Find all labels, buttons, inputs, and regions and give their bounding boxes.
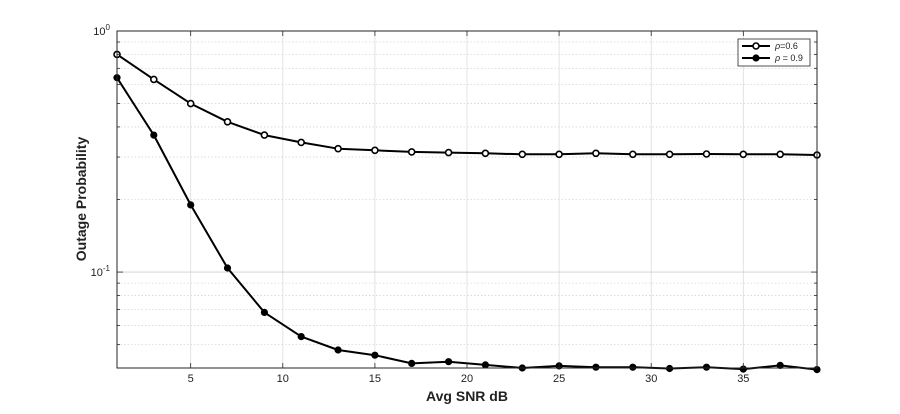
series-line-0 — [116, 53, 818, 156]
legend-label-rho-0-6: ρ=0.6 — [774, 41, 798, 51]
x-tick-label-30: 30 — [645, 373, 657, 385]
x-tick-label-20: 20 — [461, 373, 473, 385]
series-0-point-15 — [665, 150, 674, 159]
y-tick-label-1: 10-1 — [91, 264, 111, 279]
series-1-point-5 — [297, 333, 305, 341]
series-0-point-16 — [702, 150, 711, 158]
x-tick-label-15: 15 — [369, 373, 381, 385]
y-tick-label-0: 100 — [93, 23, 110, 38]
y-tick-exponent-0: 0 — [106, 23, 111, 32]
series-0-point-4 — [260, 131, 269, 139]
series-1-point-4 — [260, 308, 268, 316]
series-0-point-2 — [186, 99, 195, 108]
series-0-point-1 — [150, 75, 158, 84]
legend-value-rho-0-6: =0.6 — [780, 41, 798, 51]
y-tick-exponent-1: -1 — [103, 264, 111, 273]
series-1-point-16 — [702, 363, 711, 371]
series-1-point-7 — [371, 351, 379, 359]
legend-symbol-rho-0-6: ρ — [774, 41, 780, 51]
legend-label-rho-0-9: ρ = 0.9 — [774, 53, 803, 63]
legend-marker-rho-0-9 — [752, 54, 760, 62]
series-1-point-10 — [481, 361, 489, 369]
series-0-point-6 — [334, 144, 342, 153]
y-tick-base-0: 10 — [93, 26, 105, 38]
series-0-point-7 — [371, 146, 379, 155]
legend-symbol-rho-0-9: ρ — [774, 53, 780, 63]
x-tick-label-10: 10 — [277, 373, 289, 385]
series-0-point-10 — [481, 149, 490, 158]
series-1-point-8 — [408, 359, 416, 367]
series-0-point-8 — [407, 148, 416, 156]
legend-box — [737, 38, 811, 67]
series-0-point-9 — [444, 148, 453, 157]
series-0-point-5 — [297, 138, 306, 147]
x-tick-label-25: 25 — [553, 373, 565, 385]
y-tick-base-1: 10 — [91, 267, 103, 279]
x-axis-label: Avg SNR dB — [426, 388, 508, 404]
series-1-point-13 — [592, 363, 600, 371]
series-0-point-11 — [518, 150, 527, 159]
series-1-point-2 — [187, 201, 195, 209]
series-0-point-12 — [555, 150, 563, 159]
series-0-point-14 — [628, 150, 637, 159]
legend: ρ=0.6 ρ = 0.9 — [737, 38, 811, 67]
series-0-point-13 — [592, 149, 600, 158]
y-axis-label: Outage Probability — [73, 137, 89, 262]
series-1-point-9 — [445, 358, 453, 366]
series-0-point-18 — [776, 150, 785, 159]
series-0-point-17 — [739, 150, 748, 159]
x-tick-label-35: 35 — [737, 373, 749, 385]
series-0-point-3 — [223, 118, 232, 126]
legend-value-rho-0-9: = 0.9 — [780, 53, 803, 63]
x-tick-label-5: 5 — [188, 373, 194, 385]
series-1-point-6 — [334, 346, 342, 354]
series-1-point-14 — [629, 363, 637, 371]
series-1-point-3 — [223, 264, 232, 272]
series-1-point-1 — [150, 131, 158, 139]
legend-marker-rho-0-6 — [752, 42, 760, 50]
